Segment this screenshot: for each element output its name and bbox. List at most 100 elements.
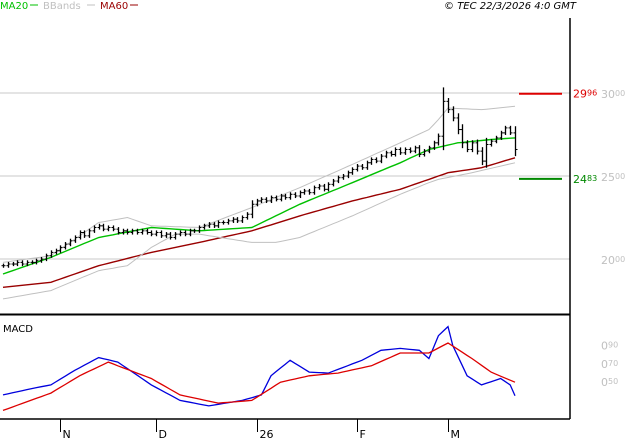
ohlc-bar bbox=[484, 137, 489, 168]
ohlc-bar bbox=[326, 182, 331, 192]
ohlc-bar bbox=[264, 197, 269, 204]
ohlc-bar bbox=[231, 217, 236, 223]
ohlc-bar bbox=[456, 113, 461, 135]
ohlc-bar bbox=[207, 222, 212, 228]
ohlc-bar bbox=[255, 198, 260, 207]
ohlc-bar bbox=[164, 232, 169, 238]
ohlc-bar bbox=[302, 188, 307, 195]
price-grid bbox=[0, 92, 570, 260]
ohlc-bar bbox=[192, 228, 197, 233]
month-label: M bbox=[451, 428, 461, 440]
ohlc-bar bbox=[413, 145, 418, 154]
ohlc-bar bbox=[288, 192, 293, 200]
price-levels: 2996 2483 bbox=[519, 88, 597, 186]
ohlc-bar bbox=[259, 197, 264, 204]
ohlc-bar bbox=[408, 147, 413, 154]
ohlc-bar bbox=[145, 228, 150, 235]
month-label: F bbox=[360, 428, 366, 440]
y-tick-label: 2000 bbox=[601, 254, 625, 267]
ohlc-bar bbox=[168, 232, 173, 240]
ohlc-bar bbox=[178, 230, 183, 237]
ohlc-bar bbox=[25, 260, 30, 267]
ohlc-bar bbox=[121, 228, 126, 235]
ohlc-bar bbox=[58, 245, 63, 253]
ohlc-bar bbox=[154, 230, 159, 237]
ohlc-bar bbox=[197, 225, 202, 233]
macd-tick-label: 050 bbox=[601, 376, 618, 389]
ohlc-bar bbox=[436, 133, 441, 146]
ohlc-bar bbox=[283, 193, 288, 200]
ohlc-bar bbox=[188, 228, 193, 237]
macd-axis: 090 070 050 bbox=[601, 340, 618, 389]
ohlc-bar bbox=[465, 140, 470, 153]
signal-line bbox=[2, 342, 516, 412]
ohlc-bar bbox=[130, 228, 135, 235]
ohlc-bar bbox=[360, 164, 365, 170]
ohlc-bar bbox=[97, 223, 102, 230]
ohlc-bar bbox=[393, 147, 398, 157]
ohlc-bar bbox=[173, 232, 178, 240]
ohlc-bar bbox=[82, 230, 87, 238]
ohlc-bar bbox=[374, 157, 379, 164]
price-bars bbox=[1, 87, 518, 268]
ohlc-bar bbox=[336, 175, 341, 184]
ohlc-bar bbox=[489, 139, 494, 147]
ohlc-bar bbox=[470, 140, 475, 153]
macd-tick-label: 070 bbox=[601, 358, 618, 371]
ohlc-bar bbox=[422, 149, 427, 157]
ohlc-bar bbox=[503, 125, 508, 135]
ohlc-bar bbox=[159, 230, 164, 238]
ohlc-bar bbox=[149, 230, 154, 237]
ohlc-bar bbox=[508, 125, 513, 135]
series-bbands-lower bbox=[2, 162, 516, 300]
ohlc-bar bbox=[245, 212, 250, 220]
legend-ma20: MA20 bbox=[0, 1, 28, 12]
ohlc-bar bbox=[298, 190, 303, 199]
ohlc-bar bbox=[460, 124, 465, 149]
ohlc-bar bbox=[427, 145, 432, 154]
ohlc-bar bbox=[6, 261, 11, 268]
ohlc-bar bbox=[63, 242, 68, 250]
ohlc-bar bbox=[432, 140, 437, 150]
time-axis: N D 26 F M bbox=[60, 419, 461, 440]
ohlc-bar bbox=[322, 183, 327, 192]
y-tick-label: 3000 bbox=[601, 88, 625, 101]
copyright-timestamp: © TEC 22/3/2026 4:0 GMT bbox=[444, 1, 577, 12]
ohlc-bar bbox=[389, 150, 394, 157]
ohlc-bar bbox=[403, 147, 408, 155]
ohlc-bar bbox=[293, 192, 298, 199]
ohlc-bar bbox=[355, 164, 360, 172]
legend-ma60: MA60 bbox=[100, 1, 128, 12]
y-tick-label: 2500 bbox=[601, 171, 625, 184]
legend-bbands: BBands bbox=[43, 1, 81, 12]
macd-tick-label: 090 bbox=[601, 340, 618, 353]
ohlc-bar bbox=[274, 195, 279, 202]
price-level-label: 2483 bbox=[573, 173, 597, 186]
ohlc-bar bbox=[312, 185, 317, 195]
ohlc-bar bbox=[54, 248, 59, 255]
ohlc-bar bbox=[140, 228, 145, 235]
ohlc-bar bbox=[111, 225, 116, 232]
ohlc-bar bbox=[1, 263, 6, 268]
ohlc-bar bbox=[135, 228, 140, 235]
ohlc-bar bbox=[341, 173, 346, 180]
ohlc-bar bbox=[441, 87, 446, 151]
price-level-label: 2996 bbox=[573, 88, 597, 101]
ohlc-bar bbox=[269, 195, 274, 204]
series-ma20 bbox=[2, 137, 516, 275]
ohlc-bar bbox=[365, 160, 370, 170]
ohlc-bar bbox=[92, 225, 97, 233]
price-axis: 3000 2500 2000 bbox=[601, 88, 625, 267]
month-label: D bbox=[159, 428, 167, 440]
ohlc-bar bbox=[417, 145, 422, 158]
ohlc-bar bbox=[384, 150, 389, 159]
ohlc-bar bbox=[30, 260, 35, 265]
ohlc-bar bbox=[202, 223, 207, 230]
ohlc-bar bbox=[307, 188, 312, 195]
ohlc-bar bbox=[226, 218, 231, 225]
ohlc-bar bbox=[15, 260, 20, 267]
ohlc-bar bbox=[317, 183, 322, 190]
ohlc-bar bbox=[331, 178, 336, 187]
ohlc-bar bbox=[116, 227, 121, 235]
ohlc-bar bbox=[68, 238, 73, 247]
